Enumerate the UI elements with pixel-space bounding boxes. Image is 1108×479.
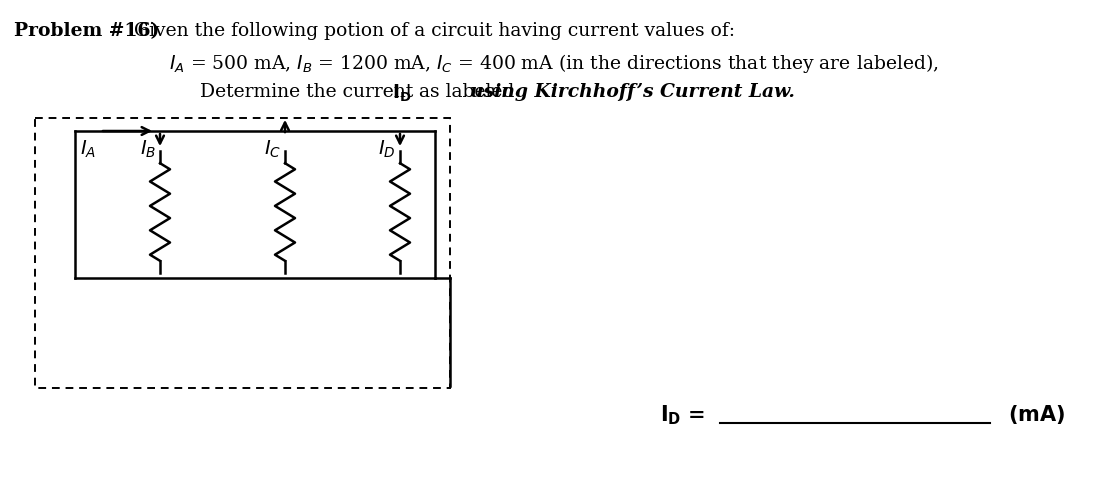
Text: $I_A$ = 500 mA, $I_B$ = 1200 mA, $I_C$ = 400 mA (in the directions that they are: $I_A$ = 500 mA, $I_B$ = 1200 mA, $I_C$ =… <box>170 52 938 75</box>
Text: $I_B$: $I_B$ <box>140 139 156 160</box>
Text: $\mathbf{I_D}$ =: $\mathbf{I_D}$ = <box>660 403 706 427</box>
Text: using Kirchhoff’s Current Law.: using Kirchhoff’s Current Law. <box>470 83 794 101</box>
Text: Problem #16): Problem #16) <box>14 22 160 40</box>
Text: $\mathbf{(mA)}$: $\mathbf{(mA)}$ <box>1008 403 1065 426</box>
Text: $I_D$: $I_D$ <box>379 139 396 160</box>
Text: Given the following potion of a circuit having current values of:: Given the following potion of a circuit … <box>129 22 735 40</box>
Text: Determine the current: Determine the current <box>201 83 419 101</box>
Text: $I_A$: $I_A$ <box>80 139 96 160</box>
Text: as labeled: as labeled <box>413 83 521 101</box>
Text: $I_C$: $I_C$ <box>264 139 281 160</box>
Text: $\mathbf{I_D}$: $\mathbf{I_D}$ <box>392 83 411 104</box>
Bar <box>35 118 450 388</box>
